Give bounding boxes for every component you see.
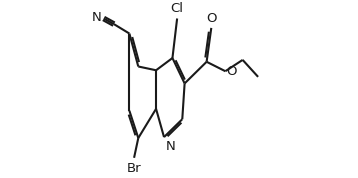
Text: N: N <box>165 140 175 153</box>
Text: O: O <box>226 65 237 78</box>
Text: O: O <box>206 12 217 25</box>
Text: Br: Br <box>127 162 141 175</box>
Text: N: N <box>92 11 102 24</box>
Text: Cl: Cl <box>170 2 183 15</box>
